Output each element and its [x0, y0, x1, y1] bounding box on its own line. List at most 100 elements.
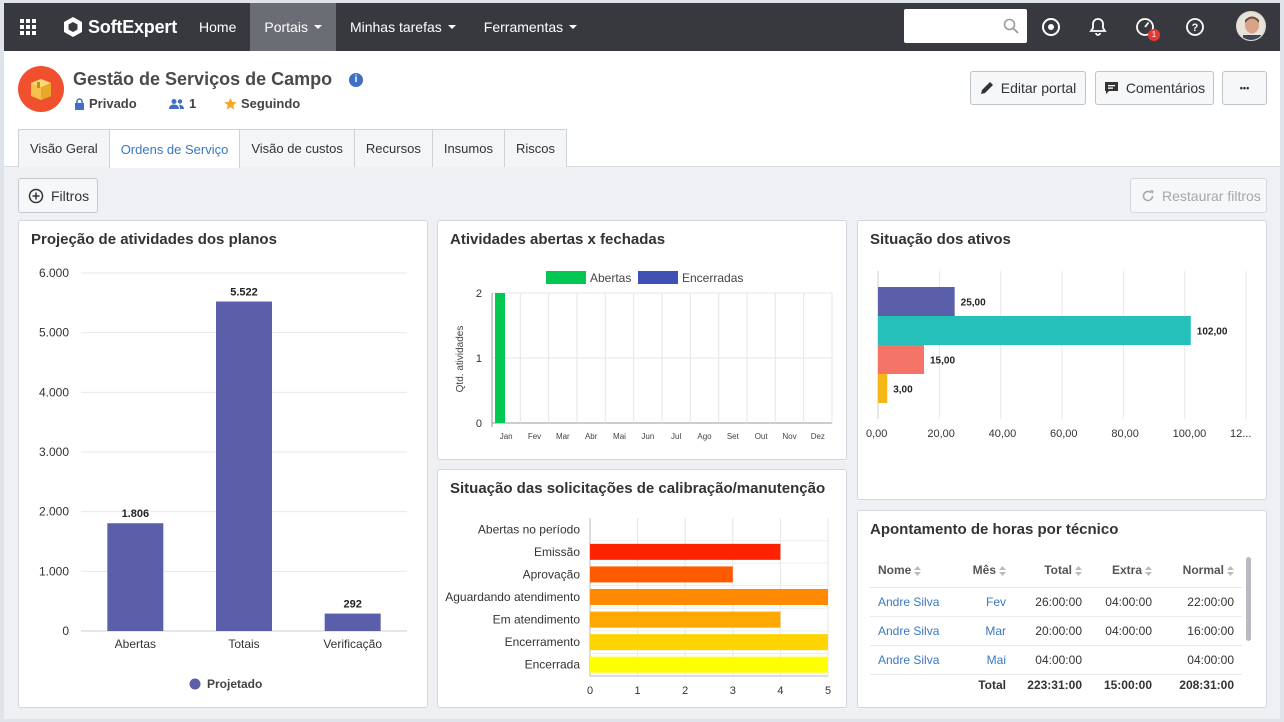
- x-tick-label: 80,00: [1111, 428, 1139, 440]
- apps-grid-icon[interactable]: [8, 3, 48, 51]
- members-label: 1: [189, 96, 197, 111]
- panel-calibracao: Situação das solicitações de calibração/…: [437, 469, 847, 708]
- speedometer-icon[interactable]: 1: [1134, 16, 1160, 41]
- more-options-label: •••: [1239, 83, 1250, 93]
- add-circle-icon[interactable]: [1040, 16, 1062, 38]
- nav-minhas-tarefas[interactable]: Minhas tarefas: [336, 3, 470, 51]
- tab-visao-de-custos[interactable]: Visão de custos: [239, 129, 355, 167]
- portal-tabs: Visão Geral Ordens de Serviço Visão de c…: [18, 129, 567, 168]
- cell-total-extra: 15:00:00: [1103, 678, 1152, 693]
- table-row[interactable]: Andre Silva Fev 26:00:00 04:00:00 22:00:…: [870, 587, 1242, 617]
- portal-header: Gestão de Serviços de Campo i Privado 1 …: [4, 51, 1280, 168]
- panel-title: Situação das solicitações de calibração/…: [450, 480, 826, 497]
- hours-table: Nome Mês Total Extra Normal Andre Silva …: [870, 553, 1242, 696]
- svg-text:?: ?: [1192, 22, 1199, 34]
- column-header-normal[interactable]: Normal: [1160, 553, 1242, 588]
- data-label: 3,00: [893, 385, 913, 396]
- brand-name: SoftExpert: [88, 16, 178, 37]
- projecao-bar-chart: 0 1.000 2.000 3.000 4.000 5.000 6.000 1.806 Aber…: [39, 266, 407, 691]
- cell-extra: 04:00:00: [1090, 587, 1160, 617]
- y-tick-label: 1.000: [39, 564, 69, 578]
- x-tick-label: 3: [730, 685, 736, 697]
- edit-portal-button[interactable]: Editar portal: [970, 71, 1086, 105]
- more-options-button[interactable]: •••: [1222, 71, 1267, 105]
- x-tick-label: Totais: [228, 637, 259, 651]
- help-icon[interactable]: ?: [1184, 16, 1206, 38]
- brand-logo[interactable]: SoftExpert: [62, 16, 177, 38]
- data-label: 1.806: [122, 508, 150, 520]
- search-input[interactable]: [904, 9, 1027, 43]
- tab-recursos[interactable]: Recursos: [353, 129, 433, 167]
- cell-total-total: 223:31:00: [1027, 678, 1082, 693]
- x-tick-label: Abr: [585, 432, 598, 441]
- members-count[interactable]: 1: [169, 96, 196, 111]
- column-header-label: Total: [1044, 562, 1072, 577]
- table-row[interactable]: Andre Silva Mar 20:00:00 04:00:00 16:00:…: [870, 616, 1242, 646]
- nav-home-label: Home: [199, 19, 237, 35]
- tab-insumos[interactable]: Insumos: [431, 129, 505, 167]
- restore-filters-label: Restaurar filtros: [1162, 187, 1261, 204]
- cell-nome[interactable]: Andre Silva: [870, 587, 958, 617]
- y-axis-label: Qtd. atividades: [455, 326, 466, 393]
- bar: [495, 293, 505, 423]
- x-tick-label: Nov: [782, 432, 796, 441]
- following-status[interactable]: Seguindo: [224, 96, 300, 111]
- sort-icon: [1145, 565, 1152, 576]
- privacy-status: Privado: [74, 96, 137, 111]
- table-scrollbar[interactable]: [1246, 557, 1251, 641]
- sort-icon: [1075, 565, 1082, 576]
- avatar[interactable]: [1236, 11, 1266, 41]
- bar: [324, 613, 381, 631]
- nav-ferramentas[interactable]: Ferramentas: [470, 3, 591, 51]
- tab-label: Riscos: [515, 141, 555, 156]
- column-header-extra[interactable]: Extra: [1090, 553, 1160, 588]
- column-header-nome[interactable]: Nome: [870, 553, 958, 588]
- lock-icon: [75, 97, 84, 110]
- x-tick-label: Jan: [500, 432, 513, 441]
- tab-label: Ordens de Serviço: [120, 141, 229, 157]
- panel-projecao: Projeção de atividades dos planos 0 1.000…: [18, 220, 428, 708]
- x-tick-label: Fev: [528, 432, 541, 441]
- cell-nome[interactable]: Andre Silva: [870, 645, 958, 675]
- nav-minhas-tarefas-label: Minhas tarefas: [349, 19, 442, 35]
- legend-marker: [546, 271, 586, 284]
- column-header-label: Normal: [1182, 562, 1224, 577]
- cell-mes[interactable]: Fev: [958, 587, 1014, 617]
- restore-filters-button[interactable]: Restaurar filtros: [1130, 178, 1267, 213]
- x-tick-label: Mai: [613, 432, 626, 441]
- cell-total: 20:00:00: [1014, 616, 1090, 646]
- x-tick-label: 40,00: [989, 428, 1017, 440]
- bell-icon[interactable]: [1087, 16, 1109, 38]
- panel-ativos: Situação dos ativos 0,00 20,00 40,00 60,00 8…: [857, 220, 1267, 500]
- y-tick-label: 3.000: [39, 445, 69, 459]
- bar: [590, 543, 781, 560]
- cell-extra: 04:00:00: [1090, 616, 1160, 646]
- softexpert-logo-icon: [64, 17, 82, 37]
- bar: [216, 301, 272, 631]
- table-row[interactable]: Andre Silva Mai 04:00:00 04:00:00: [870, 645, 1242, 675]
- cell-mes[interactable]: Mar: [958, 616, 1014, 646]
- y-tick-label: Abertas no período: [478, 522, 580, 536]
- info-icon[interactable]: i: [349, 73, 363, 87]
- column-header-label: Extra: [1111, 562, 1142, 577]
- comments-button[interactable]: Comentários: [1095, 71, 1214, 105]
- nav-portais[interactable]: Portais: [250, 3, 336, 51]
- cell-nome[interactable]: Andre Silva: [870, 616, 958, 646]
- legend-marker: [189, 678, 201, 690]
- tab-ordens-de-servico[interactable]: Ordens de Serviço: [108, 129, 241, 168]
- search-icon[interactable]: [1003, 18, 1019, 34]
- add-circle-icon: [28, 188, 44, 203]
- cell-mes[interactable]: Mai: [958, 645, 1014, 675]
- cell-normal: 16:00:00: [1160, 616, 1242, 646]
- tab-label: Visão Geral: [30, 141, 98, 156]
- data-label: 25,00: [961, 298, 986, 309]
- y-tick-label: 0: [62, 624, 69, 638]
- cell-total-blank: [870, 674, 958, 696]
- tab-label: Recursos: [365, 141, 421, 156]
- column-header-total[interactable]: Total: [1014, 553, 1090, 588]
- filters-button[interactable]: Filtros: [18, 178, 98, 213]
- column-header-mes[interactable]: Mês: [958, 553, 1014, 588]
- tab-riscos[interactable]: Riscos: [503, 129, 567, 167]
- nav-home[interactable]: Home: [185, 3, 250, 51]
- tab-visao-geral[interactable]: Visão Geral: [18, 129, 110, 167]
